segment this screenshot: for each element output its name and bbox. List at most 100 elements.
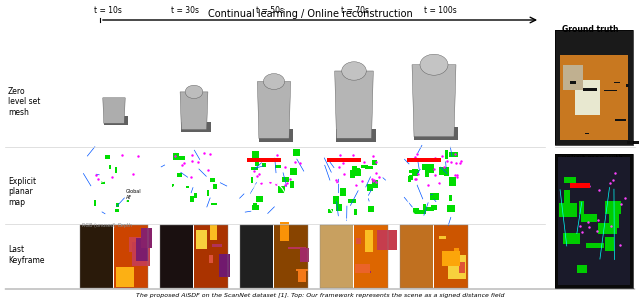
Bar [320, 32, 388, 144]
Bar [136, 238, 148, 261]
Bar [355, 209, 357, 215]
Bar [348, 199, 356, 203]
Bar [409, 170, 419, 173]
Bar [368, 206, 374, 212]
Bar [240, 149, 308, 222]
Bar [423, 204, 426, 213]
Bar [173, 153, 179, 160]
Bar [240, 225, 273, 288]
Bar [196, 230, 207, 249]
Bar [80, 225, 113, 288]
Bar [372, 160, 377, 165]
Bar [408, 176, 412, 182]
Bar [564, 190, 570, 203]
Bar [626, 84, 629, 87]
Bar [434, 225, 468, 288]
Bar [219, 254, 230, 277]
Bar [80, 149, 148, 222]
Bar [349, 172, 353, 176]
Text: Continual learning / Online reconstruction: Continual learning / Online reconstructi… [207, 9, 412, 19]
Ellipse shape [420, 54, 448, 75]
Bar [116, 203, 119, 207]
Bar [439, 236, 446, 239]
Polygon shape [103, 98, 125, 123]
Bar [298, 269, 306, 282]
Bar [356, 238, 361, 244]
Bar [351, 170, 355, 178]
Bar [300, 248, 308, 262]
Bar [409, 175, 413, 180]
Bar [240, 225, 308, 288]
Bar [340, 188, 346, 196]
Bar [614, 82, 620, 83]
Bar [209, 255, 213, 263]
Text: Global
AF: Global AF [126, 189, 142, 200]
Bar [256, 196, 262, 201]
Text: t = 10s: t = 10s [94, 6, 122, 15]
Bar [94, 200, 96, 206]
Bar [598, 223, 617, 234]
Bar [211, 178, 215, 182]
Bar [407, 158, 441, 162]
Bar [431, 205, 437, 210]
Bar [444, 167, 449, 176]
Bar [555, 30, 633, 145]
Text: t = 30s: t = 30s [171, 6, 199, 15]
Bar [426, 164, 435, 173]
Text: Last
Keyframe: Last Keyframe [8, 245, 45, 265]
Bar [355, 264, 370, 273]
Bar [288, 247, 306, 249]
Ellipse shape [264, 74, 285, 89]
Bar [442, 251, 460, 266]
Bar [181, 122, 211, 132]
Polygon shape [335, 71, 373, 138]
Bar [320, 225, 388, 288]
Bar [160, 149, 228, 222]
Bar [262, 163, 266, 167]
Bar [459, 262, 465, 273]
Text: The proposed AiSDF on the ScanNet dataset [1]. Top: Our framework represents the: The proposed AiSDF on the ScanNet datase… [136, 293, 504, 298]
Bar [290, 169, 297, 175]
Bar [255, 158, 259, 166]
Bar [365, 230, 373, 252]
Bar [400, 225, 433, 288]
Bar [275, 165, 280, 169]
Bar [109, 165, 111, 169]
Bar [414, 127, 458, 140]
Bar [570, 182, 590, 188]
Bar [413, 208, 419, 214]
Bar [579, 201, 584, 214]
Bar [251, 177, 253, 183]
Bar [320, 225, 353, 288]
Bar [278, 185, 285, 193]
Bar [445, 150, 447, 159]
Bar [252, 205, 259, 210]
Bar [194, 225, 228, 288]
Ellipse shape [185, 85, 203, 98]
Bar [190, 196, 195, 202]
Bar [609, 214, 619, 228]
Bar [417, 210, 426, 214]
Bar [425, 169, 429, 177]
Bar [627, 141, 639, 144]
Bar [293, 149, 300, 156]
Bar [580, 214, 597, 222]
Ellipse shape [342, 62, 366, 80]
Bar [327, 158, 361, 162]
Bar [274, 225, 308, 288]
Bar [160, 225, 228, 288]
Bar [447, 205, 455, 212]
Bar [290, 181, 294, 188]
Bar [439, 167, 449, 175]
Polygon shape [412, 65, 456, 137]
Bar [335, 204, 342, 211]
Bar [259, 129, 293, 142]
Bar [563, 65, 583, 90]
Bar [104, 116, 128, 125]
Bar [367, 184, 372, 191]
Polygon shape [180, 92, 208, 130]
Bar [422, 164, 429, 170]
Bar [570, 81, 576, 84]
Bar [605, 201, 621, 214]
Text: t = 100s: t = 100s [424, 6, 456, 15]
